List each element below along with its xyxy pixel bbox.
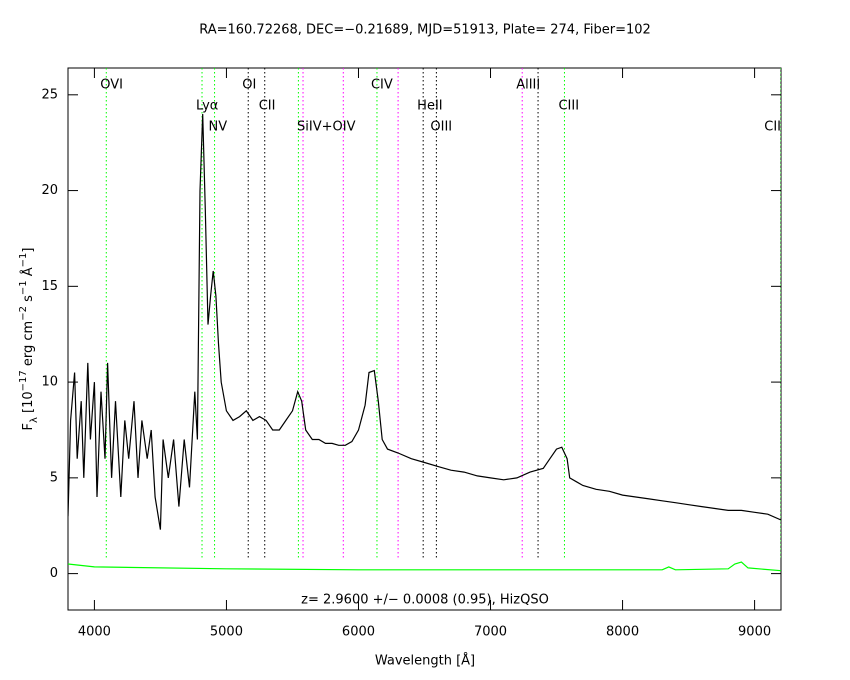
line-label: NV [209, 120, 228, 135]
line-label: OVI [100, 78, 123, 93]
y-label-part: −1 [18, 280, 29, 295]
y-label-part: [10 [21, 391, 36, 417]
y-tick-label: 5 [50, 470, 58, 485]
y-label-part: −2 [18, 306, 29, 321]
y-axis-label: Fλ [10−17 erg cm−2 s−1 Å−1] [18, 248, 40, 431]
x-tick-label: 8000 [606, 625, 639, 640]
x-tick-label: 6000 [342, 625, 375, 640]
line-label: CIV [371, 78, 393, 93]
line-label: OI [242, 78, 256, 93]
y-tick-label: 10 [41, 375, 58, 390]
y-label-part: −1 [18, 253, 29, 268]
y-tick-label: 25 [41, 87, 58, 102]
y-label-part: λ [29, 417, 40, 423]
x-tick-label: 4000 [78, 625, 111, 640]
chart-title: RA=160.72268, DEC=−0.21689, MJD=51913, P… [199, 23, 651, 38]
y-tick-label: 20 [41, 183, 58, 198]
annotation: z= 2.9600 +/− 0.0008 (0.95), HizQSO [301, 593, 549, 608]
y-label-part: −17 [18, 370, 29, 391]
series-line [68, 561, 781, 572]
x-tick-label: 5000 [210, 625, 243, 640]
y-tick-label: 0 [50, 566, 58, 581]
y-label-part: s [21, 295, 36, 306]
line-label: OIII [430, 120, 452, 135]
line-label: CII [764, 120, 781, 135]
line-label: SiIV+OIV [297, 120, 356, 135]
x-tick-label: 7000 [474, 625, 507, 640]
y-tick-label: 15 [41, 279, 58, 294]
line-label: Lyα [196, 99, 218, 114]
plot-frame [67, 67, 782, 611]
line-label: AlIII [516, 78, 540, 93]
y-label-part: Å [20, 267, 36, 280]
y-label-part: F [21, 423, 36, 430]
x-tick-label: 9000 [738, 625, 771, 640]
x-axis-label: Wavelength [Å] [375, 653, 475, 669]
series-line [68, 113, 781, 530]
line-label: CII [259, 99, 276, 114]
y-label-part: ] [21, 248, 36, 253]
line-label: CIII [558, 99, 579, 114]
line-label: HeII [417, 99, 442, 114]
y-label-part: erg cm [21, 321, 36, 370]
